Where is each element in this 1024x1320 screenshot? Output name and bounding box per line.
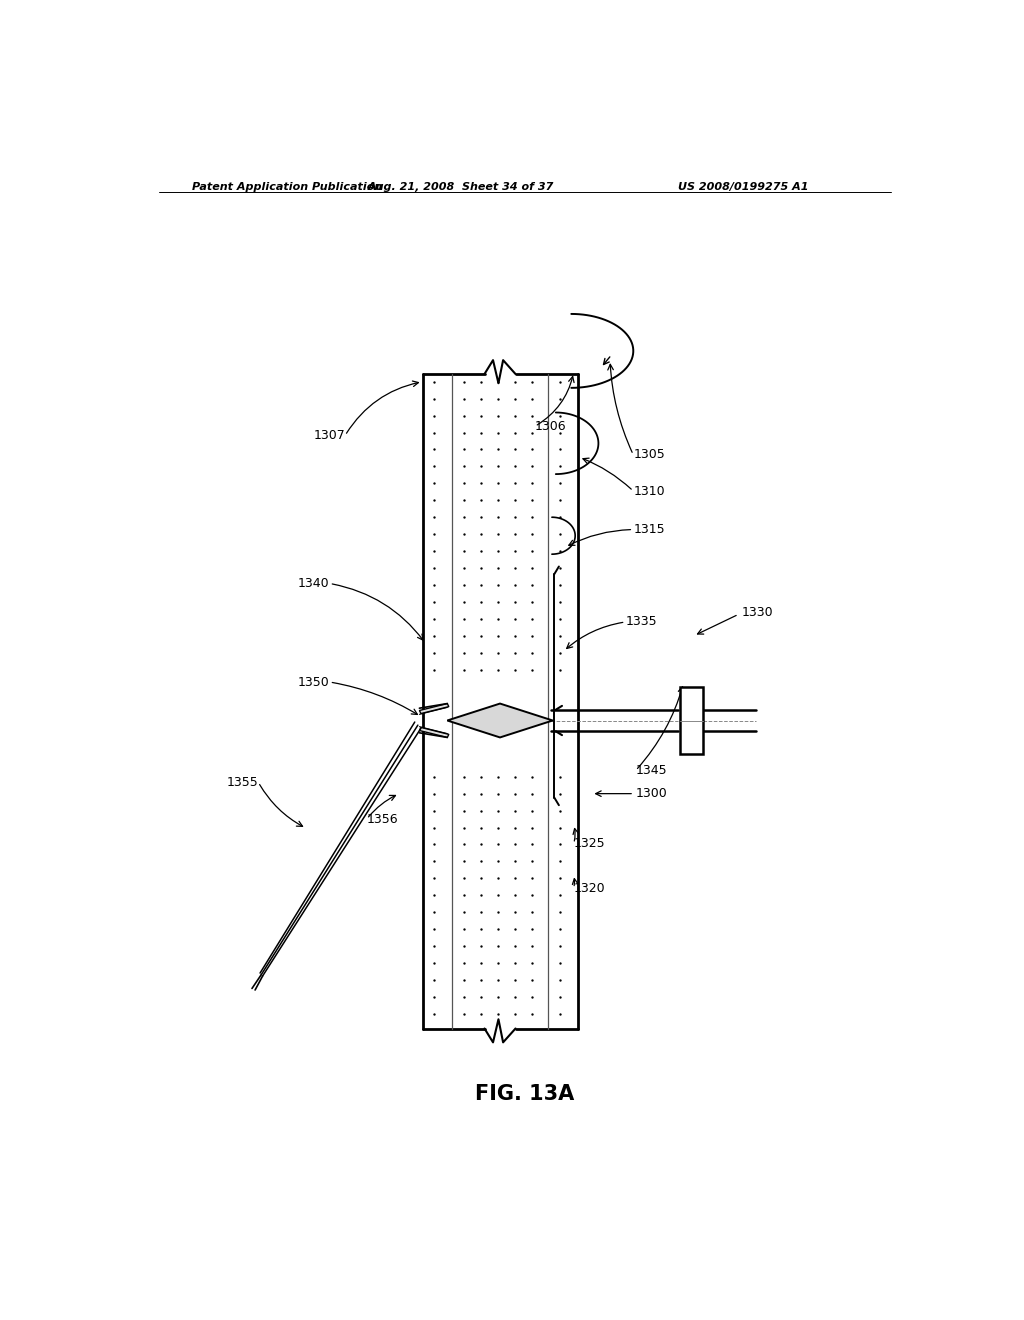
Text: 1350: 1350: [298, 676, 330, 689]
Text: 1307: 1307: [313, 429, 345, 442]
Text: 1335: 1335: [626, 615, 657, 628]
Polygon shape: [447, 704, 553, 738]
Text: 1305: 1305: [633, 449, 665, 462]
Text: 1310: 1310: [633, 484, 665, 498]
Polygon shape: [680, 686, 703, 755]
Text: 1325: 1325: [573, 837, 605, 850]
Text: 1315: 1315: [633, 523, 665, 536]
Text: 1345: 1345: [636, 764, 668, 777]
Text: 1355: 1355: [226, 776, 258, 788]
Text: 1330: 1330: [741, 606, 773, 619]
Polygon shape: [420, 727, 449, 738]
Text: 1356: 1356: [367, 813, 398, 825]
Text: 1320: 1320: [573, 882, 605, 895]
Polygon shape: [420, 704, 449, 714]
Text: Aug. 21, 2008  Sheet 34 of 37: Aug. 21, 2008 Sheet 34 of 37: [368, 182, 554, 191]
Text: FIG. 13A: FIG. 13A: [475, 1084, 574, 1104]
Text: 1340: 1340: [298, 577, 330, 590]
Text: US 2008/0199275 A1: US 2008/0199275 A1: [678, 182, 809, 191]
Text: Patent Application Publication: Patent Application Publication: [191, 182, 382, 191]
Text: 1306: 1306: [535, 420, 566, 433]
Text: 1300: 1300: [636, 787, 668, 800]
